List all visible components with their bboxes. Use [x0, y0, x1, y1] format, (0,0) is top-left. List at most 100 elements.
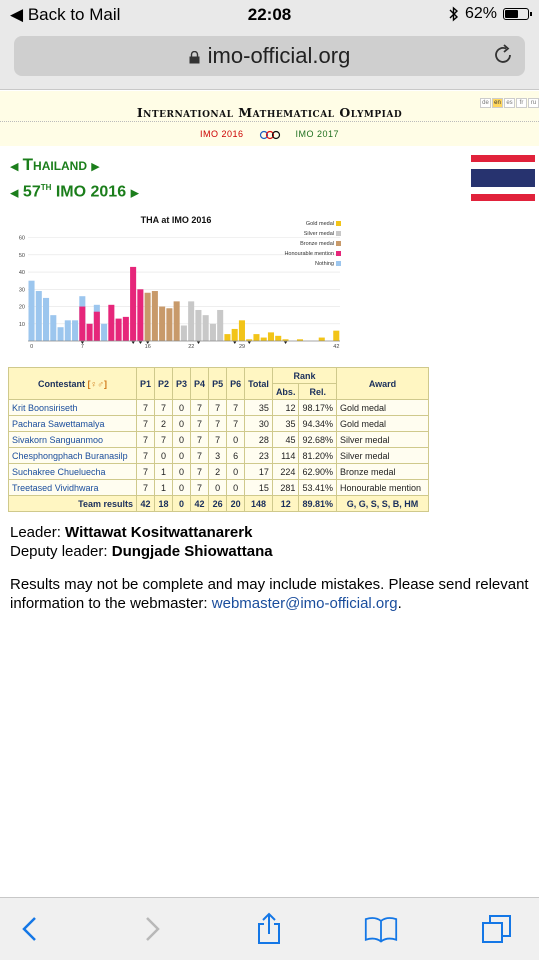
- p5-header[interactable]: P5: [208, 367, 228, 400]
- forward-button[interactable]: [134, 912, 168, 946]
- total-score: 17: [244, 463, 273, 480]
- contestant-score-marker: [247, 341, 251, 344]
- problem-score: 3: [208, 447, 228, 464]
- language-de[interactable]: de: [480, 98, 491, 108]
- rank-relative: 94.34%: [298, 415, 337, 432]
- legend-label: Gold medal: [306, 221, 334, 227]
- imo-label[interactable]: IMO 2016: [55, 183, 127, 201]
- rank-absolute: 114: [271, 447, 300, 464]
- disclaimer: Results may not be complete and may incl…: [10, 575, 530, 613]
- contestant-name-link[interactable]: Pachara Sawettamalya: [8, 415, 137, 432]
- award: Silver medal: [335, 431, 429, 448]
- contestant-name-link[interactable]: Chesphongphach Buranasilp: [8, 447, 137, 464]
- previous-imo-link[interactable]: IMO 2016: [199, 129, 244, 139]
- problem-score: 7: [208, 399, 228, 416]
- y-tick-label: 40: [19, 270, 25, 276]
- problem-score: 7: [135, 399, 156, 416]
- bookmarks-button[interactable]: [364, 912, 398, 946]
- contestant-name-link[interactable]: Krit Boonsiriseth: [8, 399, 137, 416]
- total-header[interactable]: Total: [244, 367, 273, 400]
- rank-relative: 53.41%: [298, 479, 337, 496]
- contestant-name-link[interactable]: Suchakree Chueluecha: [8, 463, 137, 480]
- team-problem-score: 20: [226, 495, 246, 512]
- url-text: imo-official.org: [207, 43, 351, 68]
- problem-score: 6: [226, 447, 246, 464]
- chart-bar: [130, 266, 137, 341]
- next-imo-arrow-icon[interactable]: ▶: [130, 187, 140, 200]
- rank-absolute: 281: [271, 479, 300, 496]
- problem-score: 7: [226, 415, 246, 432]
- deputy-leader-line: Deputy leader: Dungjade Shiowattana: [10, 542, 273, 561]
- total-score: 15: [244, 479, 273, 496]
- rank-abs-header[interactable]: Abs.: [271, 383, 300, 400]
- language-es[interactable]: es: [504, 98, 515, 108]
- problem-score: 0: [172, 431, 192, 448]
- battery-level: [505, 10, 519, 18]
- rank-absolute: 35: [271, 415, 300, 432]
- p2-header[interactable]: P2: [154, 367, 174, 400]
- country-name[interactable]: Thailand: [22, 155, 88, 174]
- chart-bar: [137, 289, 144, 341]
- total-score: 28: [244, 431, 273, 448]
- contestant-header[interactable]: Contestant [♀♂]: [8, 367, 137, 400]
- problem-score: 7: [135, 463, 156, 480]
- problem-score: 0: [172, 447, 192, 464]
- p3-header[interactable]: P3: [172, 367, 192, 400]
- contestant-header-label: Contestant: [37, 378, 85, 389]
- next-country-arrow-icon[interactable]: ▶: [91, 161, 100, 173]
- problem-score: 7: [190, 431, 210, 448]
- chart-bar: [50, 315, 57, 341]
- battery-percent: 62%: [464, 5, 497, 22]
- award: Gold medal: [335, 399, 429, 416]
- table-row: Treetased Vividhwara 7 1 0 7 0 0 15 281 53.41% Hon…: [8, 479, 429, 496]
- x-tick-label: 42: [333, 344, 339, 350]
- tabs-button[interactable]: [480, 912, 514, 946]
- next-imo-link[interactable]: IMO 2017: [295, 129, 340, 139]
- disclaimer-text: Results may not be complete and may incl…: [10, 576, 529, 612]
- web-page: de en es fr ru International Mathematica…: [0, 91, 539, 897]
- chart-bar: [115, 318, 122, 341]
- reload-icon[interactable]: [491, 43, 515, 67]
- chart-bar: [253, 334, 260, 341]
- table-row: Sivakorn Sanguanmoo 7 7 0 7 7 0 28 45 92.68% Silve…: [8, 431, 429, 448]
- address-bar[interactable]: imo-official.org: [14, 36, 525, 76]
- p1-header[interactable]: P1: [135, 367, 156, 400]
- contestant-name-link[interactable]: Treetased Vividhwara: [8, 479, 137, 496]
- legend-swatch: [336, 241, 341, 246]
- legend-swatch: [336, 221, 341, 226]
- chart-bar: [64, 320, 71, 341]
- rank-header: Rank: [271, 367, 337, 384]
- previous-country-arrow-icon[interactable]: ◀: [10, 161, 19, 173]
- chart-bar: [122, 316, 129, 341]
- p4-header[interactable]: P4: [190, 367, 210, 400]
- team-rank-relative: 89.81%: [298, 495, 337, 512]
- share-button[interactable]: [252, 912, 286, 946]
- award-header[interactable]: Award: [335, 367, 429, 400]
- rank-rel-header[interactable]: Rel.: [298, 383, 337, 400]
- previous-imo-arrow-icon[interactable]: ◀: [10, 187, 19, 200]
- back-to-mail-link[interactable]: ◀ Back to Mail: [10, 5, 120, 25]
- contestant-score-marker: [80, 341, 85, 344]
- chart-legend: Gold medal Silver medal Bronze medal Honour…: [284, 221, 341, 267]
- contestant-name-link[interactable]: Sivakorn Sanguanmoo: [8, 431, 137, 448]
- problem-score: 7: [135, 447, 156, 464]
- language-en[interactable]: en: [492, 98, 503, 108]
- rank-relative: 92.68%: [298, 431, 337, 448]
- chart-bar: [144, 292, 151, 341]
- site-title[interactable]: International Mathematical Olympiad: [136, 105, 403, 120]
- back-arrow-icon: ◀: [10, 5, 24, 24]
- chart-bar: [159, 306, 166, 341]
- chart-bar: [318, 337, 325, 341]
- table-row: Chesphongphach Buranasilp 7 0 0 7 3 6 23 114 81.2…: [8, 447, 429, 464]
- chart-bar: [267, 332, 274, 341]
- sort-gender-link[interactable]: [♀♂]: [87, 378, 108, 389]
- p6-header[interactable]: P6: [226, 367, 246, 400]
- y-tick-label: 60: [19, 236, 25, 242]
- webmaster-email-link[interactable]: webmaster@imo-official.org: [211, 595, 398, 612]
- chart-title: THA at IMO 2016: [141, 215, 212, 225]
- back-button[interactable]: [14, 912, 48, 946]
- language-fr[interactable]: fr: [516, 98, 527, 108]
- olympiad-logo-icon: [259, 130, 280, 139]
- chart-bar-segment: [93, 311, 100, 341]
